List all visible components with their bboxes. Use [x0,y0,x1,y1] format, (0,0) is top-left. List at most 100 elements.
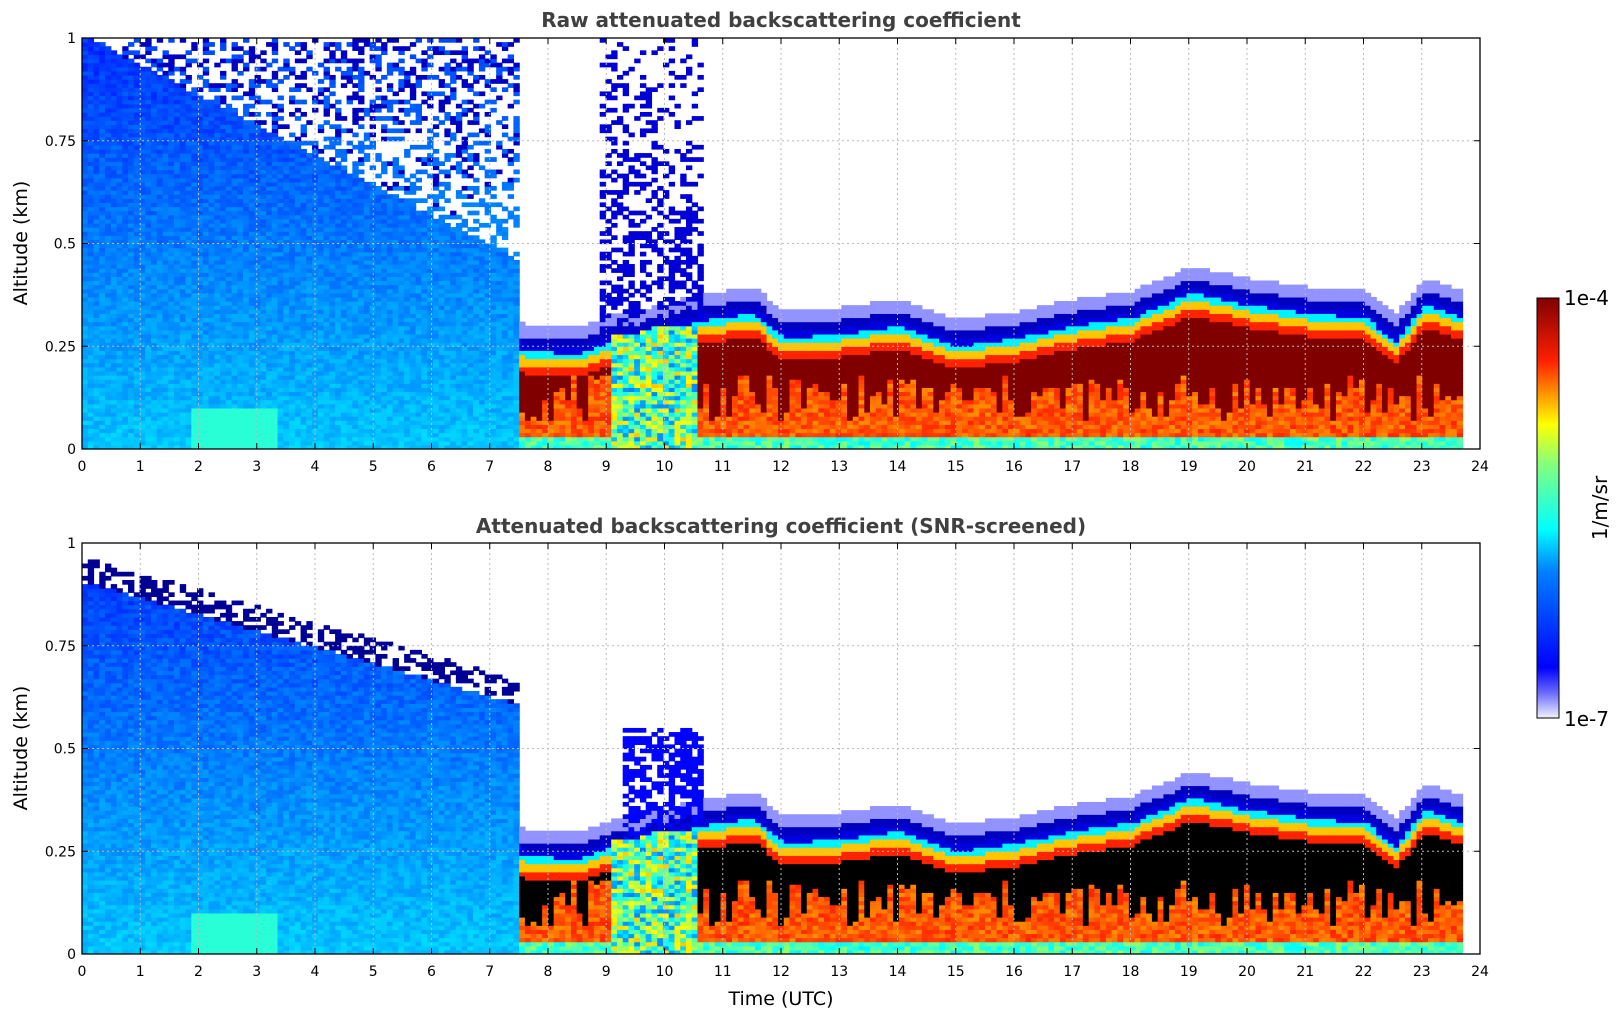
heatmap-cell [346,395,353,401]
heatmap-cell [202,165,210,171]
heatmap-cell [289,227,296,232]
heatmap-cell [179,424,187,430]
heatmap-cell [99,375,106,380]
heatmap-cell [266,333,273,339]
heatmap-cell [174,321,181,327]
heatmap-cell [358,354,365,360]
heatmap-cell [128,383,135,388]
heatmap-cell [179,243,187,249]
heatmap-cell [352,231,359,236]
heatmap-cell [151,358,158,364]
heatmap-cell [300,58,307,64]
heatmap-cell [93,198,100,203]
heatmap-cell [277,264,284,269]
heatmap-cell [133,111,141,117]
heatmap-cell [128,218,135,224]
heatmap-cell [128,235,135,240]
heatmap-cell [168,325,175,331]
heatmap-cell [271,280,279,286]
heatmap-cell [145,165,152,171]
heatmap-cell [128,333,135,339]
heatmap-cell [404,424,411,430]
heatmap-cell [145,432,152,438]
heatmap-cell [110,140,118,146]
heatmap-cell [352,185,359,191]
heatmap-cell [179,214,187,220]
heatmap-cell [99,91,106,97]
heatmap-cell [346,268,353,273]
heatmap-cell [162,259,169,265]
heatmap-cell [381,444,388,449]
heatmap-cell [352,222,359,228]
heatmap-cell [174,440,181,446]
heatmap-cell [254,124,261,130]
heatmap-cell [168,38,175,43]
heatmap-cell [248,399,256,405]
heatmap-cell [254,66,261,72]
heatmap-cell [398,87,405,93]
heatmap-cell [346,222,353,228]
heatmap-cell [254,432,261,438]
heatmap-cell [317,214,325,220]
heatmap-cell [363,198,371,203]
heatmap-cell [185,416,192,421]
heatmap-cell [289,321,296,327]
heatmap-cell [151,432,158,438]
heatmap-cell [162,354,169,360]
heatmap-cell [105,436,112,442]
heatmap-cell [335,111,342,117]
heatmap-cell [174,375,181,380]
heatmap-cell [197,395,204,401]
heatmap-cell [214,379,221,384]
heatmap-cell [329,243,336,249]
heatmap-cell [110,87,118,93]
heatmap-cell [151,354,158,360]
heatmap-cell [271,296,279,302]
heatmap-cell [93,251,100,257]
heatmap-cell [352,177,359,183]
heatmap-cell [133,436,141,442]
heatmap-cell [82,276,89,282]
heatmap-cell [225,436,233,442]
heatmap-cell [93,177,100,183]
heatmap-cell [122,436,129,442]
heatmap-cell [335,379,342,384]
heatmap-cell [329,420,336,425]
heatmap-cell [156,173,164,179]
heatmap-cell [122,301,129,306]
heatmap-cell [191,46,198,51]
heatmap-cell [220,161,227,167]
heatmap-cell [87,379,95,384]
heatmap-cell [139,54,146,60]
heatmap-cell [294,399,302,405]
heatmap-cell [260,231,267,236]
heatmap-cell [174,305,181,310]
heatmap-cell [225,194,233,199]
heatmap-cell [358,301,365,306]
heatmap-cell [358,206,365,212]
heatmap-cell [398,338,405,343]
heatmap-cell [214,338,221,343]
heatmap-cell [128,181,135,187]
heatmap-cell [254,243,261,249]
heatmap-cell [300,354,307,360]
heatmap-cell [283,428,290,434]
heatmap-cell [312,190,319,195]
heatmap-cell [358,161,365,167]
heatmap-cell [398,107,405,113]
heatmap-cell [277,440,284,446]
heatmap-cell [174,268,181,273]
heatmap-cell [306,379,313,384]
heatmap-cell [392,296,399,302]
heatmap-cell [289,362,296,368]
heatmap-cell [271,358,279,364]
heatmap-cell [93,288,100,294]
heatmap-cell [260,407,267,413]
heatmap-cell [231,403,238,409]
heatmap-cell [335,132,342,138]
heatmap-cell [162,432,169,438]
heatmap-cell [260,214,267,220]
heatmap-cell [174,181,181,187]
heatmap-cell [260,301,267,306]
heatmap-cell [191,111,198,117]
